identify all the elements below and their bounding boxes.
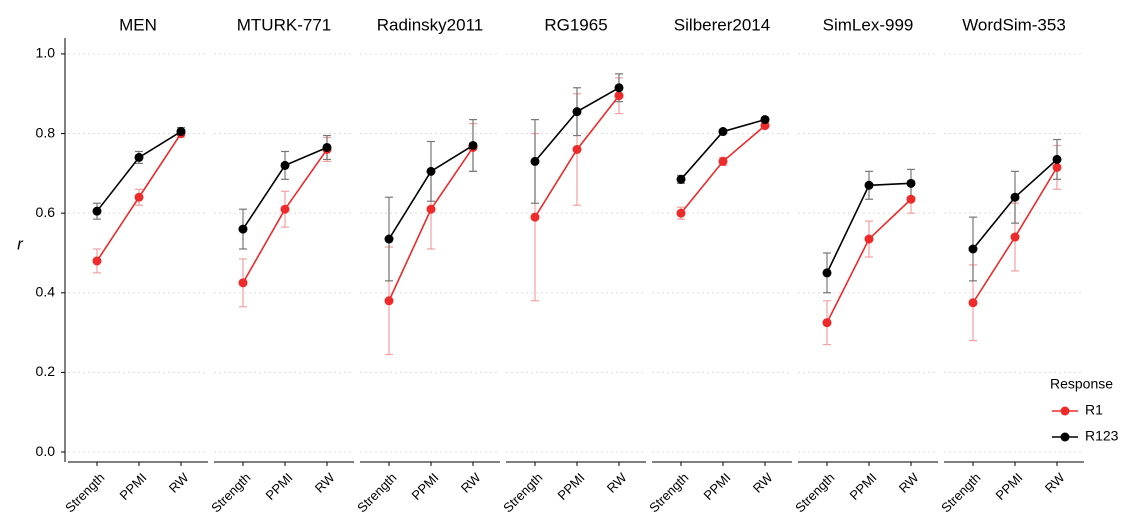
point: [614, 91, 624, 101]
point: [530, 212, 540, 222]
point: [238, 224, 248, 234]
point: [92, 206, 102, 216]
point: [1010, 192, 1020, 202]
point: [572, 107, 582, 117]
point: [426, 204, 436, 214]
series-line: [680, 124, 766, 214]
legend-label: R123: [1085, 428, 1119, 444]
point: [968, 244, 978, 254]
point: [906, 178, 916, 188]
legend-dot: [1060, 406, 1070, 416]
y-tick-label: 0.0: [36, 443, 56, 459]
x-tick-label: Strength: [354, 470, 399, 515]
x-tick-label: RW: [750, 469, 776, 495]
point: [572, 144, 582, 154]
y-tick-label: 0.6: [36, 204, 56, 220]
x-tick-label: Strength: [500, 470, 545, 515]
point: [1052, 154, 1062, 164]
x-tick-label: PPMI: [554, 470, 587, 503]
legend-title: Response: [1050, 376, 1113, 392]
x-tick-label: RW: [896, 469, 922, 495]
facet-title: MEN: [119, 15, 157, 34]
point: [822, 268, 832, 278]
point: [676, 174, 686, 184]
point: [530, 156, 540, 166]
point: [864, 180, 874, 190]
point: [134, 152, 144, 162]
x-tick-label: Strength: [938, 470, 983, 515]
point: [176, 127, 186, 137]
point: [322, 142, 332, 152]
point: [718, 127, 728, 137]
point: [426, 166, 436, 176]
x-tick-label: RW: [1042, 469, 1068, 495]
point: [1052, 162, 1062, 172]
point: [760, 115, 770, 125]
point: [280, 160, 290, 170]
x-tick-label: Strength: [792, 470, 837, 515]
point: [280, 204, 290, 214]
y-tick-label: 0.8: [36, 124, 56, 140]
x-tick-label: PPMI: [992, 470, 1025, 503]
point: [134, 192, 144, 202]
x-tick-label: PPMI: [262, 470, 295, 503]
x-tick-label: PPMI: [700, 470, 733, 503]
x-tick-label: Strength: [208, 470, 253, 515]
y-tick-label: 0.4: [36, 284, 56, 300]
facet-title: RG1965: [544, 15, 607, 34]
y-tick-label: 1.0: [36, 45, 56, 61]
point: [906, 194, 916, 204]
facet-title: MTURK-771: [237, 15, 331, 34]
legend-dot: [1060, 432, 1070, 442]
point: [92, 256, 102, 266]
point: [864, 234, 874, 244]
x-tick-label: RW: [458, 469, 484, 495]
x-tick-label: PPMI: [116, 470, 149, 503]
x-tick-label: RW: [166, 469, 192, 495]
point: [718, 156, 728, 166]
facet-title: SimLex-999: [823, 15, 914, 34]
y-axis-label: r: [17, 234, 24, 253]
point: [384, 296, 394, 306]
point: [822, 318, 832, 328]
point: [1010, 232, 1020, 242]
x-tick-label: PPMI: [846, 470, 879, 503]
facet-title: Silberer2014: [674, 15, 770, 34]
y-tick-label: 0.2: [36, 363, 56, 379]
point: [614, 83, 624, 93]
facet-title: WordSim-353: [962, 15, 1066, 34]
legend-label: R1: [1085, 402, 1103, 418]
series-line: [826, 198, 912, 324]
point: [384, 234, 394, 244]
x-tick-label: Strength: [62, 470, 107, 515]
x-tick-label: Strength: [646, 470, 691, 515]
point: [968, 298, 978, 308]
facet-title: Radinsky2011: [377, 15, 483, 34]
x-tick-label: PPMI: [408, 470, 441, 503]
point: [238, 278, 248, 288]
point: [676, 208, 686, 218]
x-tick-label: RW: [312, 469, 338, 495]
point: [468, 140, 478, 150]
x-tick-label: RW: [604, 469, 630, 495]
